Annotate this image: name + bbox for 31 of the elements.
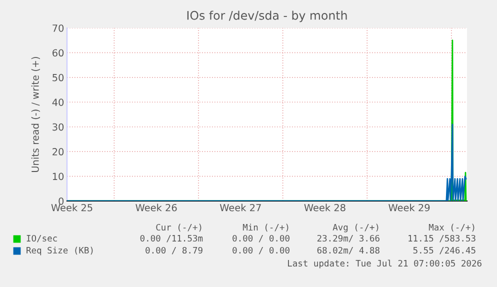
x-tick-label: Week 25 bbox=[51, 204, 92, 212]
y-tick-label: 70 bbox=[52, 24, 64, 32]
legend-label: Req Size (KB) bbox=[26, 246, 93, 256]
text: 5.55 /246.45 bbox=[413, 246, 476, 254]
y-tick-label: 10 bbox=[52, 172, 64, 180]
x-tick-label: Week 28 bbox=[304, 204, 346, 212]
x-tick-label: Week 26 bbox=[136, 204, 177, 212]
y-tick-label: 60 bbox=[52, 49, 64, 57]
text: 23.29m/ 3.66 bbox=[317, 234, 380, 242]
text: 0.00 / 0.00 bbox=[232, 246, 290, 254]
y-tick-label: 50 bbox=[52, 74, 64, 82]
text: Last update: Tue Jul 21 07:00:05 2026 bbox=[288, 260, 482, 268]
text: Min (-/+) bbox=[242, 224, 288, 232]
chart-title: IOs for /dev/sda - by month bbox=[187, 10, 347, 22]
text: 68.02m/ 4.88 bbox=[317, 246, 380, 254]
y-tick-label: 0 bbox=[58, 197, 64, 205]
y-tick-label: 30 bbox=[52, 123, 64, 131]
x-tick-label: Week 29 bbox=[388, 204, 430, 212]
text: 0.00 / 0.00 bbox=[232, 234, 290, 242]
y-tick-label: 20 bbox=[52, 148, 64, 156]
x-tick-label: Week 27 bbox=[220, 204, 261, 212]
y-tick-label: 40 bbox=[52, 98, 64, 106]
legend-label: IO/sec bbox=[26, 234, 57, 242]
text: 0.00 /11.53m bbox=[140, 234, 203, 242]
text: Max (-/+) bbox=[428, 224, 474, 232]
line-series bbox=[67, 124, 467, 201]
text: Avg (-/+) bbox=[332, 224, 378, 232]
y-axis-title: Units read (-) / write (+) bbox=[31, 56, 40, 172]
text: 0.00 / 8.79 bbox=[146, 246, 202, 254]
text: 11.15 /583.53 bbox=[408, 234, 476, 242]
text: Cur (-/+) bbox=[156, 224, 202, 232]
